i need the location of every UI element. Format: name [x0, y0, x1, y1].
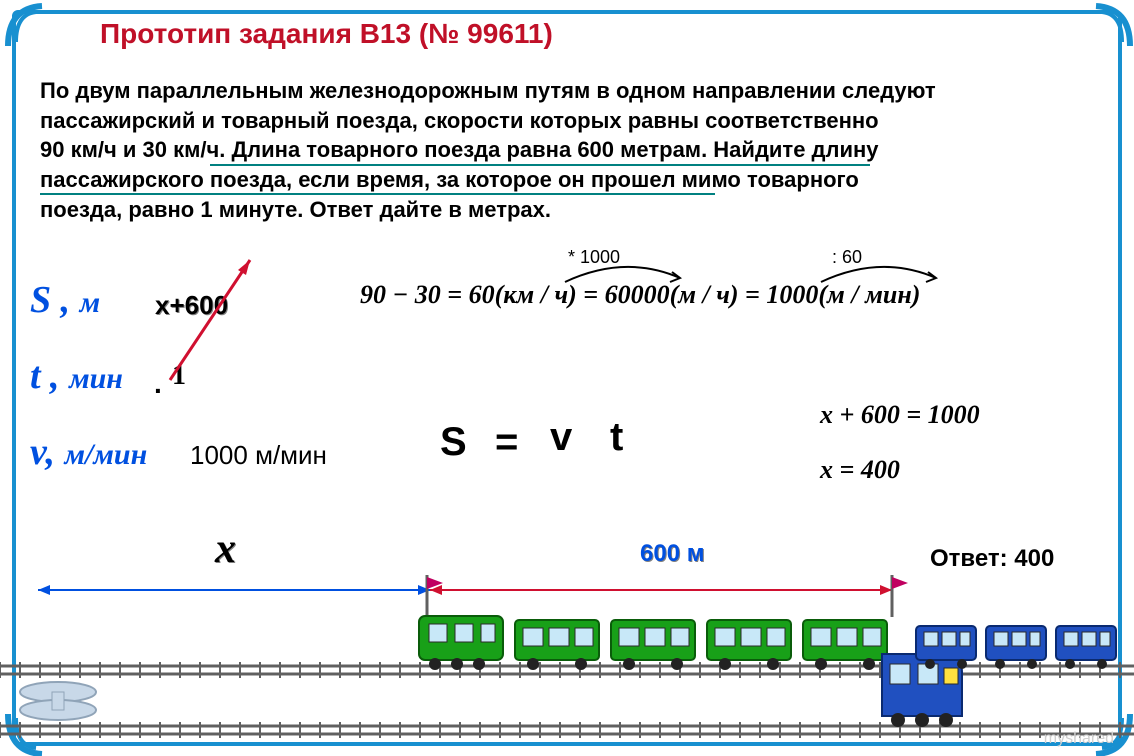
green-freight-train — [415, 610, 895, 677]
watermark: myshared — [1044, 730, 1114, 748]
600m-label: 600 м — [640, 540, 704, 568]
corner-top-right — [1092, 2, 1132, 46]
speed-calculation: 90 − 30 = 60(км / ч) = 60000(м / ч) = 10… — [360, 280, 920, 310]
underline-1 — [210, 164, 870, 166]
corner-top-left — [2, 2, 42, 46]
diagonal-arrow — [150, 250, 270, 390]
problem-line-1: По двум параллельным железнодорожным пут… — [40, 78, 936, 103]
equation-2: x = 400 — [820, 455, 900, 485]
answer: Ответ: 400 — [930, 545, 1054, 573]
var-s-label: S , м — [30, 278, 100, 322]
formula-t: t — [610, 415, 623, 460]
x-length-label: x — [215, 525, 236, 573]
problem-line-3: 90 км/ч и 30 км/ч. Длина товарного поезд… — [40, 137, 879, 162]
problem-text: По двум параллельным железнодорожным пут… — [40, 76, 1100, 224]
var-v-label: v, м/мин — [30, 430, 147, 474]
equation-1: x + 600 = 1000 — [820, 400, 980, 430]
problem-line-5: поезда, равно 1 минуте. Ответ дайте в ме… — [40, 197, 551, 222]
blue-passenger-train — [878, 600, 1128, 735]
formula-v: v — [550, 415, 572, 460]
platform-icon — [18, 680, 98, 720]
slide-title: Прототип задания B13 (№ 99611) — [100, 18, 553, 50]
var-v-value: 1000 м/мин — [190, 440, 327, 471]
var-t-label: t , мин — [30, 354, 123, 398]
formula-eq: = — [495, 420, 518, 465]
formula-s: S — [440, 420, 467, 465]
dimension-line — [30, 580, 900, 600]
underline-2 — [40, 193, 715, 195]
problem-line-4: пассажирского поезда, если время, за кот… — [40, 167, 859, 192]
problem-line-2: пассажирский и товарный поезда, скорости… — [40, 108, 879, 133]
